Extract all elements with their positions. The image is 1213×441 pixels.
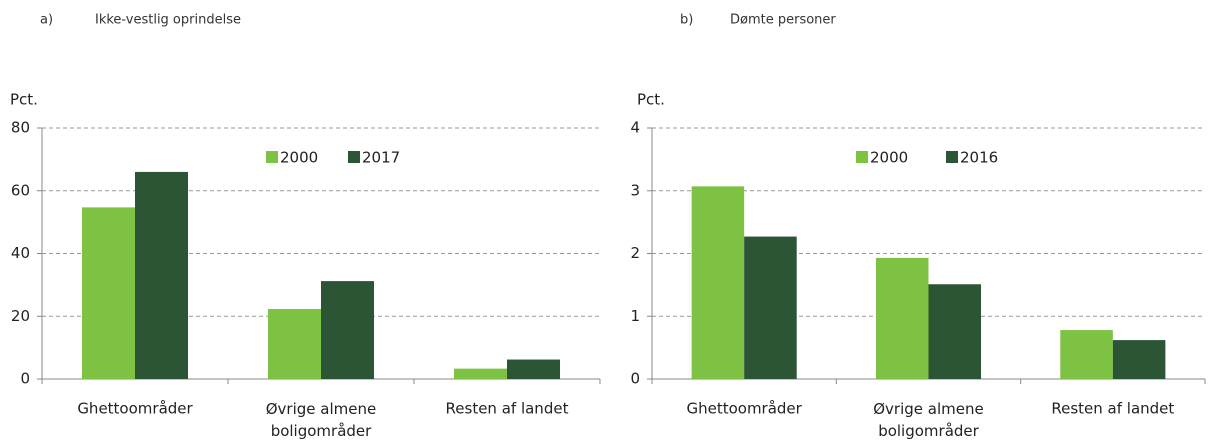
legend-swatch bbox=[946, 151, 958, 163]
legend-swatch bbox=[266, 151, 278, 163]
x-tick-label: Resten af landet bbox=[1051, 400, 1174, 418]
y-tick-label: 60 bbox=[11, 181, 30, 199]
y-tick-label: 0 bbox=[20, 370, 30, 388]
bar bbox=[691, 186, 745, 379]
legend-label: 2000 bbox=[870, 149, 908, 167]
legend-swatch bbox=[856, 151, 868, 163]
bar bbox=[1112, 340, 1166, 379]
y-tick-label: 0 bbox=[630, 370, 640, 388]
bar bbox=[81, 207, 135, 379]
panel-title: Dømte personer bbox=[730, 13, 836, 28]
y-tick-label: 40 bbox=[11, 244, 30, 262]
x-tick-label-line: Øvrige almene bbox=[266, 400, 376, 418]
y-tick-label: 20 bbox=[11, 307, 30, 325]
x-tick-label: Ghettoområder bbox=[686, 400, 802, 418]
x-tick-label: Resten af landet bbox=[446, 400, 569, 418]
bar bbox=[321, 281, 375, 379]
bar bbox=[507, 359, 561, 379]
y-tick-label: 3 bbox=[630, 181, 640, 199]
legend-label: 2017 bbox=[362, 149, 400, 167]
bar bbox=[267, 309, 321, 379]
x-tick-label-line: boligområder bbox=[271, 422, 372, 440]
x-tick-label-line: boligområder bbox=[878, 422, 979, 440]
legend-label: 2000 bbox=[280, 149, 318, 167]
legend-label: 2016 bbox=[960, 149, 998, 167]
panel-label: b) bbox=[680, 13, 693, 28]
bar bbox=[135, 171, 189, 379]
bar bbox=[875, 257, 929, 379]
y-tick-label: 2 bbox=[630, 244, 640, 262]
panel-label: a) bbox=[40, 13, 53, 28]
x-tick-label-line: Øvrige almene bbox=[873, 400, 983, 418]
x-tick-label: Øvrige almene boligområder bbox=[873, 400, 983, 440]
bar bbox=[453, 368, 507, 379]
y-tick-label: 1 bbox=[630, 307, 640, 325]
y-tick-label: 4 bbox=[630, 119, 640, 137]
x-tick-label: Øvrige almene boligområder bbox=[266, 400, 376, 440]
bar bbox=[1060, 330, 1113, 379]
legend-swatch bbox=[348, 151, 360, 163]
bar bbox=[744, 236, 797, 379]
y-tick-label: 80 bbox=[11, 119, 30, 137]
x-tick-label: Ghettoområder bbox=[77, 400, 193, 418]
y-axis-label: Pct. bbox=[10, 91, 38, 109]
y-axis-label: Pct. bbox=[637, 91, 665, 109]
panel-title: Ikke-vestlig oprindelse bbox=[95, 13, 241, 28]
bar bbox=[928, 284, 982, 379]
